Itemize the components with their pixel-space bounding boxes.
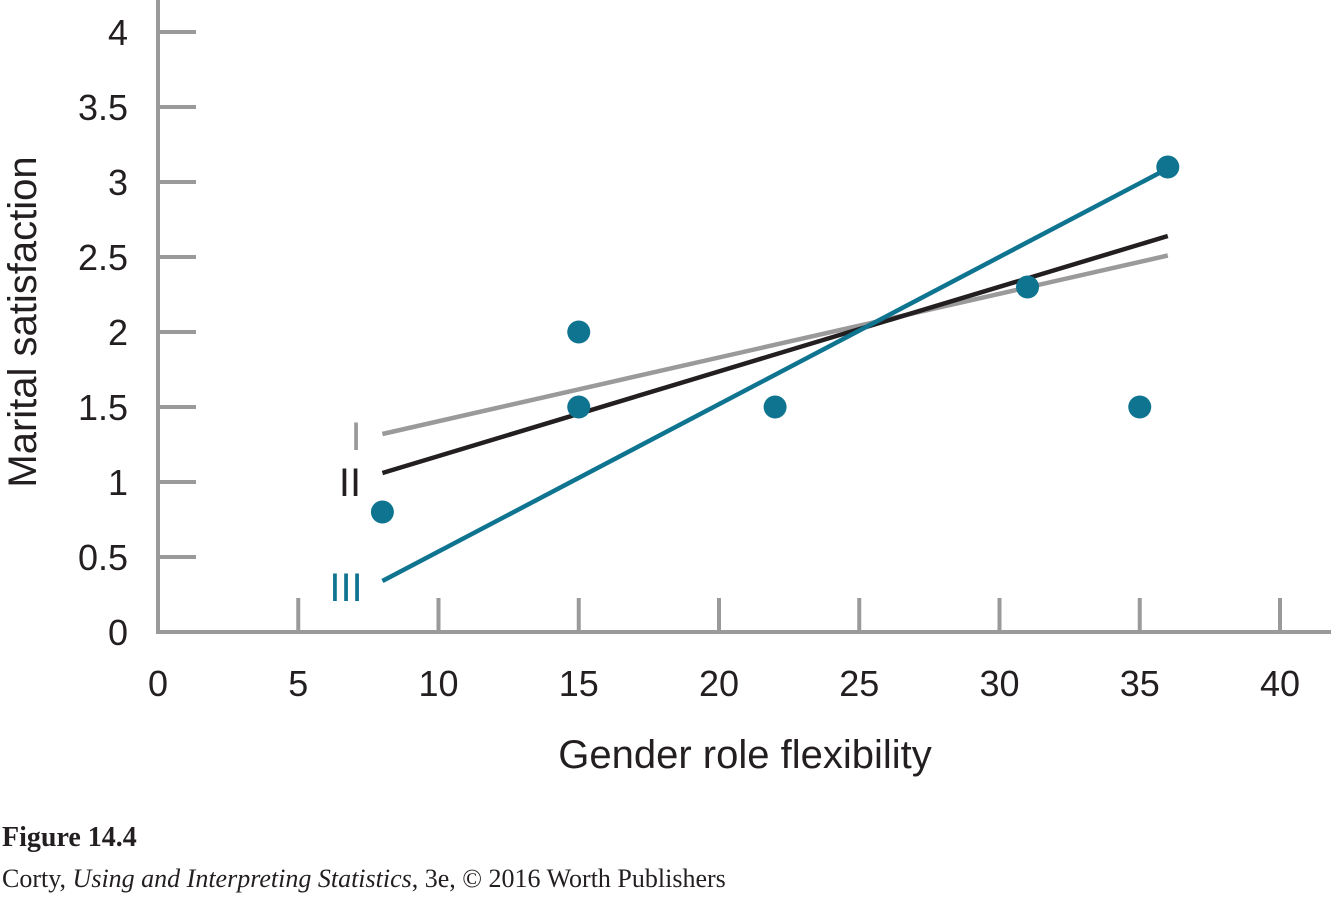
fit-lines (381, 166, 1169, 583)
y-tick-label: 4 (108, 12, 128, 53)
x-axis-title: Gender role flexibility (558, 733, 932, 777)
figure-title: Figure 14.4 (2, 822, 137, 853)
axes: 00.511.522.533.540 5 10 15 20 25 30 35 40 (78, 0, 1331, 704)
data-point (1156, 155, 1180, 179)
x-tick-label: 5 (288, 663, 308, 704)
data-point (1128, 395, 1152, 419)
x-tick-label: 15 (559, 663, 599, 704)
credit-rest: , 3e, © 2016 Worth Publishers (411, 864, 726, 893)
x-tick-label: 20 (699, 663, 739, 704)
credit-author: Corty, (2, 864, 73, 893)
y-tick-label: 3.5 (78, 87, 128, 128)
x-tick-label: 30 (979, 663, 1019, 704)
fit-line-iii (381, 166, 1169, 583)
x-tick-label: 10 (418, 663, 458, 704)
y-axis-title: Marital satisfaction (1, 156, 45, 487)
fit-line-label-iii: III (329, 566, 362, 610)
y-tick-label: 0 (108, 612, 128, 653)
x-tick-label: 0 (148, 663, 168, 704)
y-tick-label: 1.5 (78, 387, 128, 428)
data-point (1016, 275, 1040, 299)
y-tick-label: 1 (108, 462, 128, 503)
scatter-chart: 00.511.522.533.540 5 10 15 20 25 30 35 40 IIIIII… (1, 0, 1331, 777)
figure-credit: Corty, Using and Interpreting Statistics… (2, 864, 726, 894)
y-tick-label: 2 (108, 312, 128, 353)
credit-book: Using and Interpreting Statistics (72, 864, 412, 893)
data-points (370, 155, 1180, 524)
y-tick-label: 2.5 (78, 237, 128, 278)
x-tick-label: 35 (1120, 663, 1160, 704)
data-point (370, 500, 394, 524)
fit-line-label-i: I (350, 415, 361, 459)
fit-line-label-ii: II (339, 461, 361, 505)
data-point (763, 395, 787, 419)
y-tick-label: 3 (108, 162, 128, 203)
x-tick-label: 40 (1260, 663, 1300, 704)
data-point (567, 320, 591, 344)
data-point (567, 395, 591, 419)
y-tick-label: 0.5 (78, 537, 128, 578)
x-tick-label: 25 (839, 663, 879, 704)
fit-line-ii (381, 233, 1169, 476)
